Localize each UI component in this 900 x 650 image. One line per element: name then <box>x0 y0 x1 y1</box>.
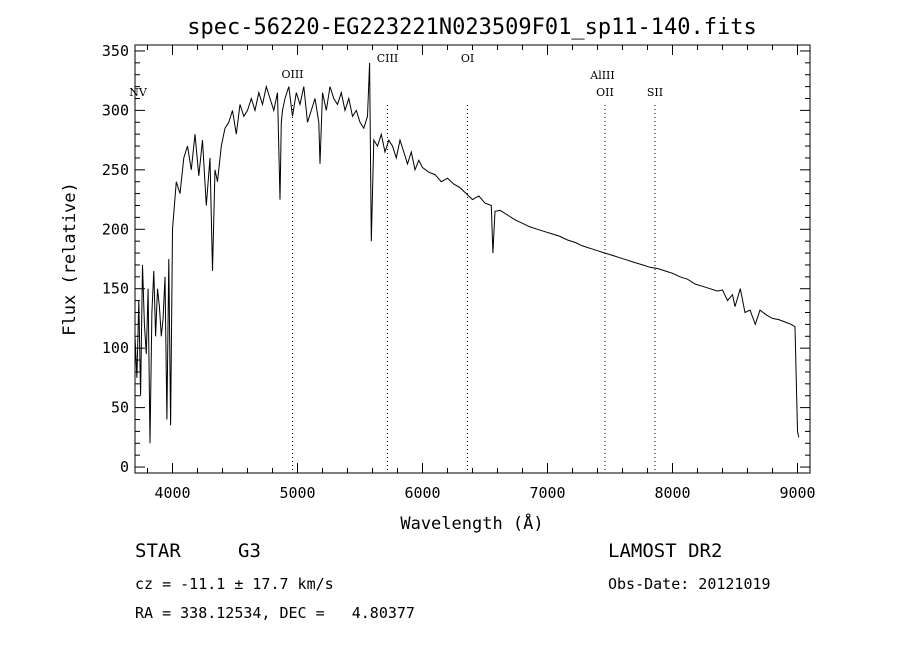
line-markers: NV OIII CIII OI AlIII OII SII <box>129 52 663 473</box>
x-tick-label: 6000 <box>404 484 440 502</box>
class-label: STAR <box>135 540 181 562</box>
y-tick-label: 250 <box>102 161 129 179</box>
obs-date: Obs-Date: 20121019 <box>608 575 771 593</box>
y-tick-label: 200 <box>102 220 129 238</box>
y-axis-label: Flux (relative) <box>60 182 80 336</box>
x-axis-label: Wavelength (Å) <box>400 512 543 534</box>
x-tick-label: 8000 <box>654 484 690 502</box>
line-marker-label: SII <box>647 86 663 99</box>
line-marker-label: AlIII <box>589 69 615 82</box>
axes: 4000 5000 6000 7000 8000 9000 0 50 100 150 200 250 3… <box>102 42 816 502</box>
x-tick-label: 9000 <box>779 484 815 502</box>
y-tick-label: 50 <box>111 399 129 417</box>
line-marker-label: NV <box>129 86 148 99</box>
x-tick-label: 4000 <box>154 484 190 502</box>
x-tick-label: 5000 <box>279 484 315 502</box>
y-tick-label: 0 <box>120 458 129 476</box>
line-marker-label: CIII <box>377 52 398 65</box>
line-marker-label: OIII <box>281 68 303 81</box>
spectrum-series-line <box>134 62 800 444</box>
survey-label: LAMOST DR2 <box>608 540 723 562</box>
x-tick-label: 7000 <box>529 484 565 502</box>
subclass-label: G3 <box>238 540 261 562</box>
y-tick-label: 300 <box>102 101 129 119</box>
line-marker-label: OII <box>596 86 614 99</box>
cz-value: cz = -11.1 ± 17.7 km/s <box>135 575 334 593</box>
plot-frame <box>134 44 811 474</box>
y-tick-label: 350 <box>102 42 129 60</box>
line-marker-label: OI <box>461 52 474 65</box>
y-tick-label: 150 <box>102 280 129 298</box>
ra-dec: RA = 338.12534, DEC = 4.80377 <box>135 604 415 622</box>
y-tick-label: 100 <box>102 339 129 357</box>
chart-title: spec-56220-EG223221N023509F01_sp11-140.f… <box>187 15 757 40</box>
